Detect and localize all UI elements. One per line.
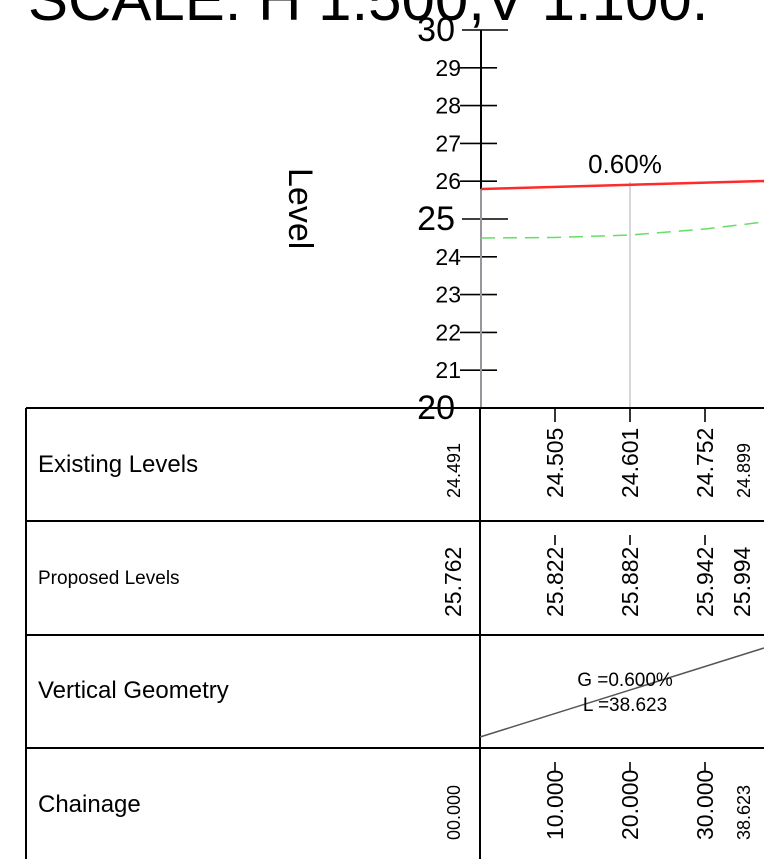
chainage-2: 20.000: [617, 770, 643, 840]
existing-level-4: 24.899: [734, 443, 754, 498]
vertical-geometry-length: L =38.623: [583, 695, 667, 716]
row-title-chainage: Chainage: [38, 791, 141, 818]
axis-tick-label-23: 23: [435, 282, 461, 308]
axis-tick-label-28: 28: [435, 93, 461, 119]
axis-tick-label-24: 24: [435, 244, 461, 270]
axis-tick-label-29: 29: [435, 55, 461, 81]
axis-tick-label-22: 22: [435, 319, 461, 345]
existing-level-line: [480, 221, 764, 239]
proposed-level-2: 25.882: [617, 547, 643, 617]
existing-level-0: 24.491: [444, 443, 464, 498]
chainage-4: 38.623: [734, 785, 754, 840]
grade-label: 0.60%: [588, 149, 662, 179]
chainage-1: 10.000: [542, 770, 568, 840]
axis-tick-label-25: 25: [417, 200, 455, 238]
row-title-proposed: Proposed Levels: [38, 568, 180, 589]
chainage-3: 30.000: [692, 770, 718, 840]
proposed-level-line: [480, 179, 764, 191]
row-title-existing: Existing Levels: [38, 451, 198, 478]
proposed-level-1: 25.822: [542, 547, 568, 617]
station-values: 24.491 25.762 00.000 24.505 25.822 10.000 24.6…: [440, 408, 755, 840]
band-table: [25, 407, 764, 859]
vertical-geometry-grade-line: [479, 647, 764, 738]
level-axis-label: Level: [281, 168, 319, 249]
proposed-level-4: 25.994: [729, 546, 755, 617]
axis-tick-label-27: 27: [435, 130, 461, 156]
axis-tick-label-26: 26: [435, 168, 461, 194]
vertical-geometry-grade: G =0.600%: [577, 670, 673, 691]
axis-tick-label-30: 30: [417, 11, 455, 49]
existing-level-2: 24.601: [617, 428, 643, 498]
chainage-0: 00.000: [444, 785, 464, 840]
existing-level-1: 24.505: [542, 428, 568, 498]
proposed-level-0: 25.762: [440, 547, 466, 617]
existing-level-3: 24.752: [692, 428, 718, 498]
scale-title: SCALE: H 1:500,V 1:100.: [28, 0, 708, 33]
proposed-level-3: 25.942: [692, 547, 718, 617]
row-title-vertical: Vertical Geometry: [38, 677, 229, 704]
axis-tick-label-21: 21: [435, 357, 461, 383]
